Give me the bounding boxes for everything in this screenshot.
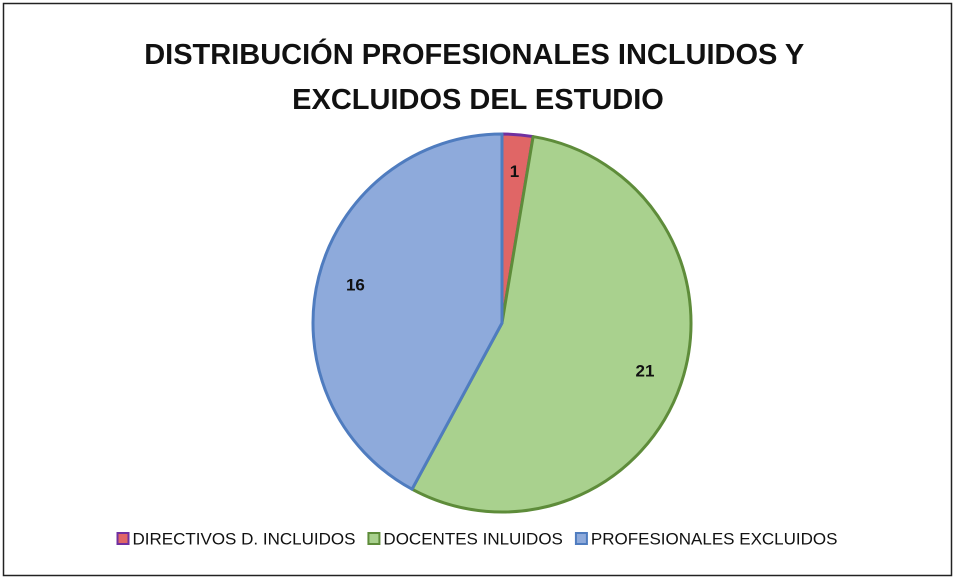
title-line: DISTRIBUCIÓN PROFESIONALES INCLUIDOS Y — [144, 37, 804, 71]
legend-label: PROFESIONALES EXCLUIDOS — [591, 529, 838, 548]
chart-title: DISTRIBUCIÓN PROFESIONALES INCLUIDOS Y E… — [144, 37, 812, 116]
legend-swatch — [116, 532, 130, 545]
legend-swatch — [367, 532, 381, 545]
pie-slice — [311, 132, 504, 491]
data-label: 21 — [636, 362, 655, 381]
legend-label: DOCENTES INLUIDOS — [383, 529, 562, 548]
pie-slice — [410, 135, 693, 514]
data-label: 16 — [346, 275, 365, 294]
data-label: 1 — [510, 162, 519, 181]
legend-swatch — [574, 532, 588, 545]
legend-label: DIRECTIVOS D. INCLUIDOS — [133, 529, 356, 548]
title-line: EXCLUIDOS DEL ESTUDIO — [292, 84, 664, 116]
